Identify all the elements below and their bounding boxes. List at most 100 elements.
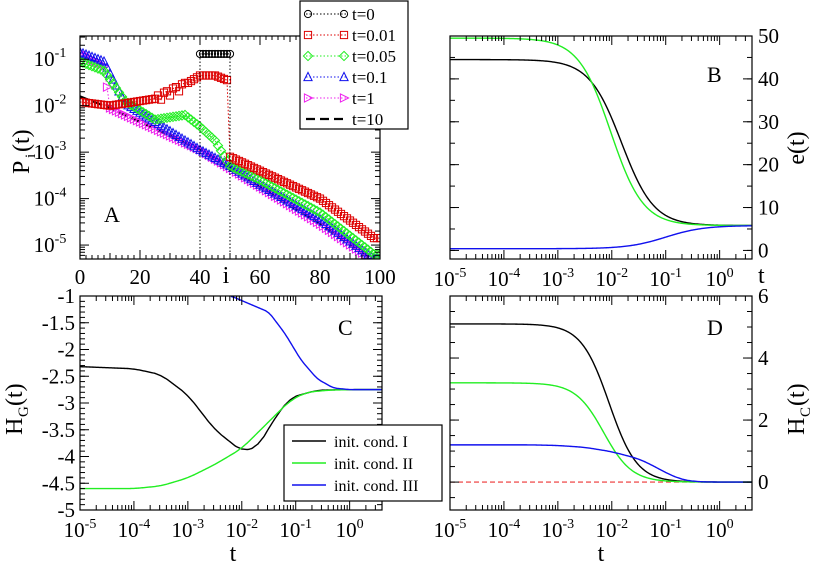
panel-c-frame: [79, 295, 383, 511]
panel-a-ytick-label: 10-3: [34, 139, 67, 164]
panel-a-data-point: [287, 192, 299, 204]
panel-a-legend: t=0 t=0.01 t=0.05 t=0.1 t=1 t=10: [299, 0, 409, 130]
panel-a-data-point: [140, 108, 152, 120]
panel-a-data-point: [122, 97, 134, 109]
panel-d-ylabel-tail: (t): [784, 383, 810, 406]
panel-a-legend-marker: [339, 71, 349, 82]
panel-a-data-point: [303, 188, 313, 198]
panel-a-data-point: [257, 176, 269, 187]
panel-a-data-point: [324, 201, 334, 210]
panel-a-label: A: [104, 202, 120, 227]
panel-a-frame: [79, 35, 381, 260]
panel-a-ytick-label: 10-2: [34, 93, 67, 118]
panel-a-t0-point: [213, 49, 223, 59]
panel-a-data-point: [243, 161, 253, 170]
panel-d-data: [450, 323, 752, 483]
panel-a-data-point: [290, 194, 302, 205]
panel-d-xtick-label: 100: [706, 517, 734, 542]
panel-a-data-point: [176, 110, 188, 121]
panel-a-legend-entry: t=0.1: [303, 68, 388, 87]
panel-c-data: [80, 296, 382, 490]
panel-a-legend-marker: [339, 30, 349, 40]
panel-a-xtick-label: 100: [364, 265, 396, 289]
panel-c-xlabel: t: [230, 541, 237, 567]
panel-a-data-point: [255, 166, 265, 175]
panel-d-xtick-label: 10-4: [488, 517, 521, 542]
panel-a-data-point: [213, 72, 223, 81]
panel-a-t0-point: [216, 49, 226, 59]
panel-a-data-point: [233, 164, 245, 176]
panel-c-legend-label: init. cond. III: [334, 478, 418, 495]
panel-a-legend-marker: [339, 93, 350, 103]
panel-c-label: C: [338, 315, 353, 340]
panel-a-data-point: [266, 181, 278, 192]
panel-b-xtick-label: 10-1: [649, 266, 682, 291]
panel-a-data-point: [167, 111, 179, 123]
panel-a-t0-point: [195, 49, 205, 59]
panel-a-data-point: [258, 168, 268, 177]
panel-a-data-point: [354, 223, 364, 232]
panel-d-xtick-label: 10-1: [649, 517, 682, 542]
panel-a-xtick-label: 0: [75, 265, 86, 289]
panel-c-ylabel-main: H: [2, 418, 28, 435]
panel-b-ylabel: e(t): [784, 131, 810, 164]
panel-a-data-point: [131, 103, 143, 114]
panel-c-ylabel-tail: (t): [2, 383, 28, 406]
panel-c-ylabel-sub: G: [16, 406, 32, 417]
panel-a-data-point: [236, 166, 248, 177]
panel-d-ytick-label: 0: [758, 470, 769, 494]
panel-d-ytick-label: 6: [758, 284, 769, 308]
panel-a-data-point: [261, 169, 271, 178]
panel-a-data-point: [242, 169, 254, 180]
panel-d-ytick-label: 4: [758, 346, 769, 370]
panel-d-xtick-label: 10-2: [595, 517, 628, 542]
panel-a-data-point: [296, 197, 308, 209]
panel-a-ylabel-tail: (t): [9, 129, 35, 152]
panel-a-ytick-label: 10-5: [34, 232, 67, 257]
panel-a-data-point: [318, 196, 328, 205]
panel-a-data-point: [246, 162, 256, 171]
panel-a-series-t=0.01: [80, 71, 380, 243]
panel-a-legend-label: t=0.01: [352, 26, 396, 45]
panel-a-data-point: [293, 195, 305, 207]
panel-c: 10-5 10-4 10-3 10-2 10-1 100 -1 -1.5 -2-2.5 -3 -3.…: [2, 284, 443, 567]
panel-b-xtick-label: 10-3: [542, 266, 575, 291]
panel-b-curve-init. cond. III: [450, 225, 752, 250]
panel-a-data-point: [285, 180, 295, 189]
panel-c-legend-label: init. cond. II: [334, 456, 413, 473]
panel-a-data-point: [339, 212, 349, 221]
panel-b-ytick-label: 0: [758, 238, 769, 262]
panel-a-data-point: [311, 205, 323, 217]
panel-a-data-point: [158, 112, 170, 124]
panel-a-data-point: [101, 69, 113, 81]
panel-a-data-point: [137, 106, 149, 118]
panel-a-data-point: [330, 205, 340, 214]
panel-a-data-point: [192, 73, 202, 82]
panel-c-ytick-label: -2: [58, 338, 76, 362]
panel-a-data-point: [308, 203, 320, 215]
panel-a-data-point: [221, 155, 233, 167]
panel-a-ylabel: P i (t): [9, 129, 39, 174]
panel-a-ytick-label: 10-4: [34, 186, 67, 211]
panel-a-data-point: [107, 78, 119, 90]
panel-a-data-point: [170, 111, 182, 122]
panel-a-data-point: [273, 174, 283, 184]
panel-a-t0-point: [204, 49, 214, 59]
panel-a-data-point: [240, 159, 250, 168]
panel-a-ylabel-sub: i: [23, 154, 39, 158]
panel-d: 10-5 10-4 10-3 10-2 10-1 100 0 2 4 6 D t H C (t): [434, 284, 814, 567]
panel-c-ytick-label: -2.5: [42, 364, 75, 388]
panel-a-data-point: [302, 200, 314, 212]
panel-a-data-point: [267, 172, 277, 181]
panel-a-data-point: [321, 198, 331, 208]
panel-b-axes: 10-5 10-4 10-3 10-2 10-1 100 0 10 20 30 40 50: [434, 24, 779, 291]
panel-a-data-point: [86, 60, 98, 72]
panel-a-data-point: [366, 231, 376, 240]
panel-a-ylabel-main: P: [9, 161, 35, 174]
panel-a-data-point: [342, 214, 352, 223]
panel-a-data-point: [275, 186, 287, 197]
panel-b-curve-init. cond. II: [450, 37, 752, 227]
panel-b-ylabel-text: e(t): [784, 131, 810, 164]
panel-a-t0-point: [219, 49, 229, 59]
panel-a-data-point: [363, 229, 373, 238]
